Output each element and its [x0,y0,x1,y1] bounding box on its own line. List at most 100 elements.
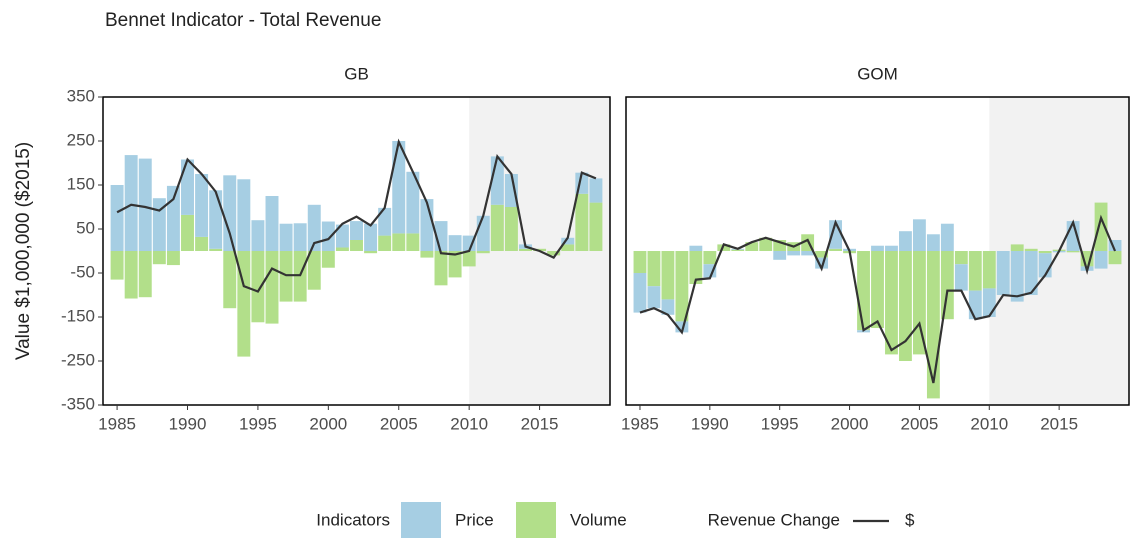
x-tick-label: 1995 [761,414,799,433]
x-tick-label: 2015 [521,414,559,433]
bar [138,251,152,298]
bar [954,251,968,265]
bar [321,221,335,251]
bar [1108,251,1122,265]
bar [124,155,138,251]
bar [462,235,476,251]
bar [181,214,194,251]
x-tick-label: 2000 [831,414,869,433]
bar [350,240,363,251]
bar [885,251,898,355]
bar [575,193,589,251]
bar [335,224,349,248]
bar [1108,240,1122,251]
bar [717,244,731,251]
bar [307,251,321,290]
bar [703,251,717,265]
bar [661,251,675,300]
y-tick-label: 50 [76,218,95,237]
x-tick-label: 1990 [169,414,207,433]
panel-title: GB [344,64,369,83]
bar [124,251,138,299]
bar [1024,248,1038,251]
bar [237,179,251,251]
bar [647,286,661,309]
bar [689,245,703,251]
bar [152,251,166,265]
bar [773,251,787,260]
bar [940,223,954,251]
bar [689,251,703,284]
bar [633,273,647,313]
bar [675,321,689,333]
bar [633,251,647,273]
bar [321,251,335,268]
bar [1024,251,1038,295]
bar [251,220,265,251]
bar [745,242,759,251]
bar [815,251,829,258]
bar [364,251,378,254]
bar [912,219,926,251]
bar [504,174,518,207]
y-tick-label: 250 [67,130,95,149]
bar [982,251,996,289]
x-tick-label: 1985 [98,414,136,433]
bar [1094,251,1108,269]
bar [195,236,209,251]
bar [195,174,209,237]
bar [759,237,773,251]
y-tick-label: -50 [70,262,95,281]
bar [434,251,448,286]
bar [647,251,661,287]
legend-label: Price [455,510,494,529]
legend-swatch [516,502,556,538]
bar [166,251,180,266]
bar [1066,251,1080,253]
bar [996,251,1010,295]
bar [378,207,392,236]
bar [223,251,237,309]
bar [166,185,180,251]
bar [420,251,434,258]
bar [661,299,675,315]
bar [885,245,898,251]
x-tick-label: 1990 [691,414,729,433]
x-tick-label: 2000 [309,414,347,433]
legend-swatch [401,502,441,538]
bar [703,264,717,278]
bar [490,204,504,251]
bar [209,248,223,251]
bar [265,251,279,324]
bar [138,158,152,251]
bar [1010,244,1024,251]
bar [152,198,166,251]
y-tick-label: -250 [61,350,95,369]
bar [829,248,843,251]
bar [561,244,575,251]
panel-border [625,96,1130,406]
bar [476,251,490,254]
bar [392,141,406,234]
bar [547,251,561,256]
bar [406,233,420,251]
bar [968,251,982,291]
bar [504,207,518,251]
x-tick-label: 1995 [239,414,277,433]
bar [110,185,124,251]
panel-border [102,96,611,406]
bar [954,264,968,291]
bar [899,251,912,361]
bar [448,251,462,278]
bar [787,251,801,256]
legend-title: Indicators [316,510,390,529]
bar [589,202,603,251]
bar [519,248,532,251]
bar [773,240,787,251]
bar [982,288,996,317]
bar [265,196,279,251]
y-tick-label: 150 [67,174,95,193]
y-tick-label: 350 [67,86,95,105]
chart-title: Bennet Indicator - Total Revenue [105,10,381,31]
